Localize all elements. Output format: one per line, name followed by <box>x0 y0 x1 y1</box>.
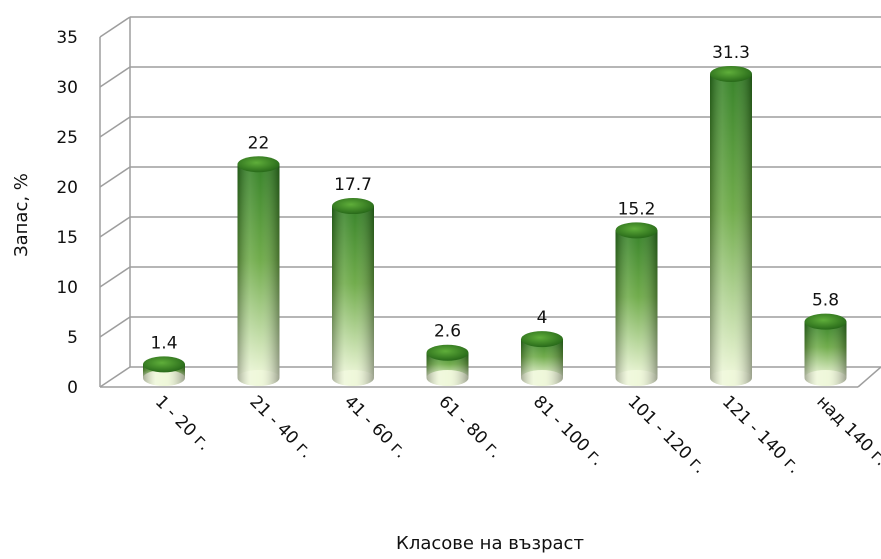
y-axis-title: Запас, % <box>11 173 32 257</box>
bars <box>143 65 847 386</box>
bar <box>332 198 374 386</box>
bar <box>143 356 185 386</box>
x-tick-label: над 140 г. <box>812 392 881 470</box>
bar <box>521 331 563 386</box>
data-label: 1.4 <box>150 333 177 353</box>
data-label: 17.7 <box>334 175 372 195</box>
x-axis-title: Класове на възраст <box>396 533 584 554</box>
x-tick-label: 121 - 140 г. <box>718 392 804 478</box>
data-label: 15.2 <box>618 199 656 219</box>
gridlines <box>99 16 881 388</box>
data-label: 22 <box>248 133 270 153</box>
bar <box>710 65 752 386</box>
y-tick-label: 10 <box>56 278 78 298</box>
x-tick-label: 61 - 80 г. <box>434 392 505 463</box>
gridline-diagonal <box>99 266 131 288</box>
gridline-diagonal <box>99 16 131 38</box>
y-tick-label: 30 <box>56 78 78 98</box>
gridline-diagonal <box>99 166 131 188</box>
gridline-diagonal <box>99 216 131 238</box>
data-labels: 1.4 22 17.7 2.6 4 15.2 31.3 5.8 <box>150 43 839 353</box>
y-tick-label: 0 <box>67 378 78 398</box>
y-tick-label: 20 <box>56 178 78 198</box>
x-axis: 1 - 20 г. 21 - 40 г. 41 - 60 г. 61 - 80 г. 8… <box>151 392 881 478</box>
x-tick-label: 81 - 100 г. <box>529 392 607 470</box>
y-tick-label: 5 <box>67 328 78 348</box>
data-label: 31.3 <box>712 43 750 63</box>
y-tick-label: 25 <box>56 128 78 148</box>
gridline-diagonal <box>99 316 131 338</box>
x-tick-label: 21 - 40 г. <box>245 392 316 463</box>
data-label: 2.6 <box>434 322 461 342</box>
y-tick-label: 35 <box>56 28 78 48</box>
y-tick-label: 15 <box>56 228 78 248</box>
bar <box>804 313 847 386</box>
x-tick-label: 1 - 20 г. <box>151 392 214 455</box>
gridline-diagonal <box>99 66 131 88</box>
gridline-diagonal <box>99 116 131 138</box>
bar <box>615 222 658 386</box>
bar <box>237 156 280 386</box>
data-label: 4 <box>537 308 548 328</box>
y-axis: 0 5 10 15 20 25 30 35 <box>56 17 881 398</box>
x-tick-label: 41 - 60 г. <box>340 392 411 463</box>
floor-edge <box>857 366 881 388</box>
data-label: 5.8 <box>812 291 839 311</box>
bar <box>426 344 469 386</box>
gridline-diagonal <box>99 366 131 388</box>
x-tick-label: 101 - 120 г. <box>623 392 709 478</box>
